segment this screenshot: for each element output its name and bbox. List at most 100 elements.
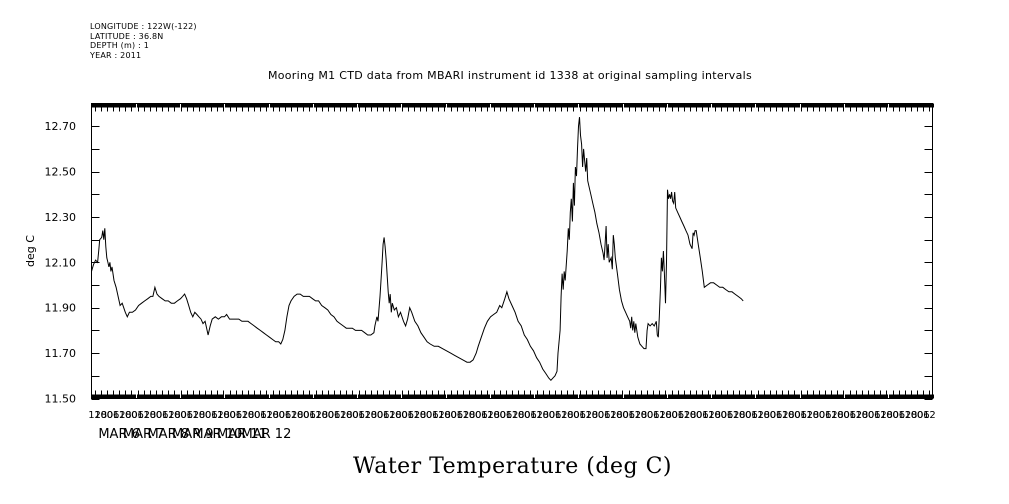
x-tick-label: 00 <box>371 410 384 421</box>
x-tick-label: 18 <box>782 410 795 421</box>
x-tick-label: 18 <box>414 410 427 421</box>
x-tick-label: 06 <box>892 410 905 421</box>
bottom-title: Water Temperature (deg C) <box>353 454 672 479</box>
x-tick-label: 00 <box>420 410 433 421</box>
y-tick-label: 12.30 <box>45 211 77 224</box>
x-tick-label: 06 <box>745 410 758 421</box>
x-tick-label: 12 <box>457 410 470 421</box>
x-tick-label: 18 <box>635 410 648 421</box>
x-tick-label: 00 <box>665 410 678 421</box>
x-tick-label: 00 <box>223 410 236 421</box>
x-tick-label: 18 <box>463 410 476 421</box>
x-tick-label: 00 <box>174 410 187 421</box>
x-tick-label: 00 <box>346 410 359 421</box>
x-tick-label: 00 <box>444 410 457 421</box>
x-tick-label: 12 <box>137 410 150 421</box>
x-tick-label: 06 <box>401 410 414 421</box>
x-tick-label: 18 <box>266 410 279 421</box>
x-tick-label: 12 <box>628 410 641 421</box>
x-tick-label: 12 <box>162 410 175 421</box>
y-tick-label: 11.90 <box>45 302 77 315</box>
x-tick-label: 06 <box>180 410 193 421</box>
x-tick-label: 06 <box>573 410 586 421</box>
metadata-block: LONGITUDE : 122W(-122) LATITUDE : 36.8N … <box>90 22 197 60</box>
y-tick-label: 12.10 <box>45 256 77 269</box>
x-tick-label: 06 <box>205 410 218 421</box>
x-tick-label: 12 <box>678 410 691 421</box>
x-tick-label: 12 <box>899 410 912 421</box>
x-tick-label: 06 <box>352 410 365 421</box>
x-tick-label: 12 <box>186 410 199 421</box>
tick-labels: 1218000612180006121800061218000612180006… <box>45 120 936 442</box>
x-tick-label: 06 <box>671 410 684 421</box>
x-tick-label: 12 <box>260 410 273 421</box>
depth-label: DEPTH (m) : 1 <box>90 41 149 50</box>
x-tick-label: 12 <box>407 410 420 421</box>
x-tick-label: 00 <box>150 410 163 421</box>
x-tick-label: 18 <box>143 410 156 421</box>
x-tick-label: 12 <box>874 410 887 421</box>
x-tick-label: 18 <box>340 410 353 421</box>
x-tick-label: 18 <box>193 410 206 421</box>
x-tick-label: 06 <box>450 410 463 421</box>
x-tick-label: 18 <box>856 410 869 421</box>
x-tick-label: 18 <box>119 410 132 421</box>
x-tick-label: 12 <box>334 410 347 421</box>
x-tick-label: 12 <box>800 410 813 421</box>
x-tick-label: 06 <box>156 410 169 421</box>
x-tick-label: 18 <box>757 410 770 421</box>
x-tick-label: 12 <box>236 410 249 421</box>
x-tick-label: 12 <box>751 410 764 421</box>
x-tick-label: 00 <box>518 410 531 421</box>
x-tick-label: 00 <box>199 410 212 421</box>
x-tick-label: 00 <box>592 410 605 421</box>
x-tick-label: 06 <box>549 410 562 421</box>
temperature-series-line <box>91 117 744 382</box>
x-tick-label: 18 <box>512 410 525 421</box>
x-tick-label: 00 <box>739 410 752 421</box>
y-tick-label: 11.50 <box>45 393 77 406</box>
x-tick-label: 00 <box>469 410 482 421</box>
x-tick-label: 00 <box>248 410 261 421</box>
x-tick-label: 06 <box>524 410 537 421</box>
x-tick-label: 18 <box>905 410 918 421</box>
x-tick-label: 06 <box>843 410 856 421</box>
x-tick-label: 12 <box>358 410 371 421</box>
x-tick-label: 00 <box>493 410 506 421</box>
x-tick-label: 12 <box>653 410 666 421</box>
x-tick-label: 12 <box>849 410 862 421</box>
x-tick-label: 18 <box>536 410 549 421</box>
x-tick-label: 18 <box>585 410 598 421</box>
x-tick-label: 06 <box>229 410 242 421</box>
x-tick-label: 06 <box>131 410 144 421</box>
x-tick-label: 12 <box>309 410 322 421</box>
x-tick-label: 12 <box>579 410 592 421</box>
x-tick-label: 12 <box>88 410 101 421</box>
x-tick-label: 12 <box>555 410 568 421</box>
x-tick-label: 18 <box>561 410 574 421</box>
x-tick-label: 12 <box>530 410 543 421</box>
x-tick-label: 00 <box>813 410 826 421</box>
day-label: MAR 10 <box>192 427 242 442</box>
x-tick-label: 06 <box>254 410 267 421</box>
y-axis-label: deg C <box>24 235 37 267</box>
x-tick-label: 00 <box>714 410 727 421</box>
x-tick-label: 12 <box>481 410 494 421</box>
x-tick-label: 12 <box>113 410 126 421</box>
x-tick-label: 12 <box>506 410 519 421</box>
x-tick-label: 06 <box>328 410 341 421</box>
x-tick-label: 12 <box>727 410 740 421</box>
x-tick-label: 18 <box>94 410 107 421</box>
x-tick-label: 00 <box>297 410 310 421</box>
x-tick-label: 12 <box>211 410 224 421</box>
x-tick-label: 12 <box>432 410 445 421</box>
x-tick-label: 00 <box>567 410 580 421</box>
x-tick-label: 18 <box>880 410 893 421</box>
day-label: MAR 12 <box>242 427 292 442</box>
x-tick-label: 18 <box>684 410 697 421</box>
x-tick-label: 00 <box>272 410 285 421</box>
x-tick-label: 18 <box>733 410 746 421</box>
x-tick-label: 06 <box>499 410 512 421</box>
day-label: MAR 8 <box>147 427 189 442</box>
